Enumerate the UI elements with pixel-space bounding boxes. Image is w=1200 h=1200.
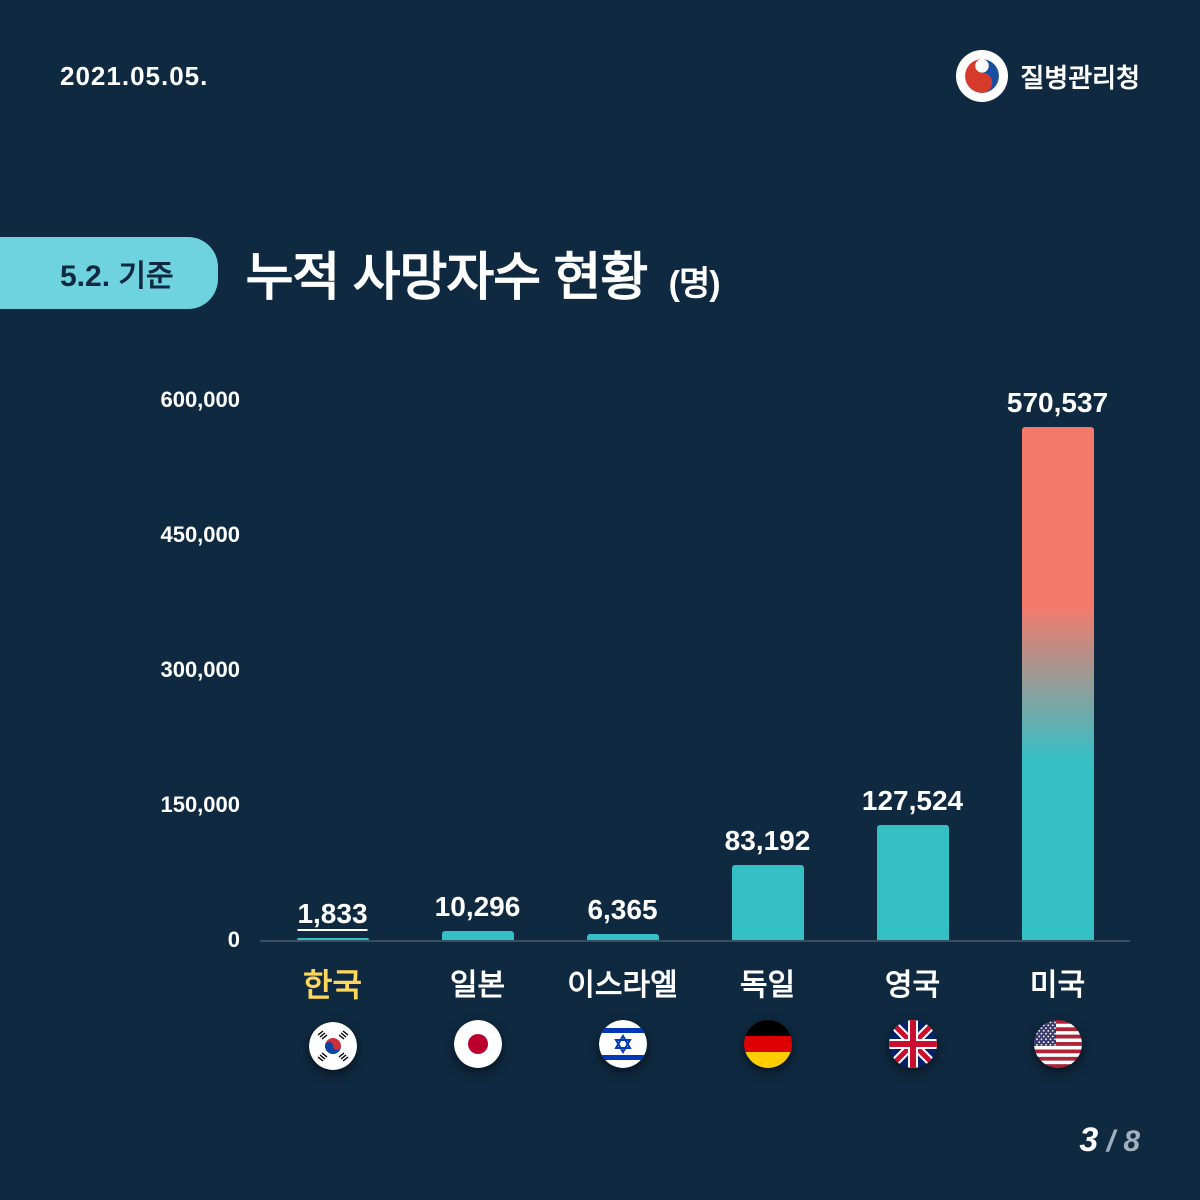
- page-total: 8: [1123, 1125, 1140, 1158]
- agency-logo-icon: [956, 50, 1008, 102]
- date-text: 2021.05.05.: [60, 61, 208, 92]
- bar-column: 6,365: [553, 894, 693, 940]
- flag-icon: [744, 1020, 792, 1068]
- category: 이스라엘: [553, 960, 693, 1070]
- category-label: 한국: [303, 960, 362, 1006]
- flag-icon: [1034, 1020, 1082, 1068]
- category-label: 일본: [450, 960, 505, 1004]
- category-label: 이스라엘: [567, 960, 677, 1004]
- bar: [1022, 427, 1094, 940]
- bar-value-label: 570,537: [1007, 387, 1108, 419]
- header: 2021.05.05. 질병관리청: [60, 50, 1140, 102]
- page-indicator: 3 / 8: [1079, 1121, 1140, 1160]
- bar-value-label: 83,192: [725, 825, 811, 857]
- category: 영국: [843, 960, 983, 1070]
- bar: [587, 934, 659, 940]
- category-label: 영국: [885, 960, 940, 1004]
- flag-icon: [309, 1022, 357, 1070]
- bar-column: 83,192: [698, 825, 838, 940]
- title-row: 5.2. 기준 누적 사망자수 현황 (명): [0, 235, 720, 310]
- y-tick: 0: [120, 927, 240, 953]
- bar: [297, 938, 369, 940]
- page-current: 3: [1079, 1121, 1098, 1159]
- flag-icon: [889, 1020, 937, 1068]
- bar-chart: 0150,000300,000450,000600,000 1,833 10,2…: [120, 400, 1130, 980]
- bar: [877, 825, 949, 940]
- category-label: 미국: [1030, 960, 1085, 1004]
- x-axis-line: [260, 940, 1130, 942]
- category: 독일: [698, 960, 838, 1070]
- page-sep: /: [1107, 1125, 1124, 1158]
- chart-title: 누적 사망자수 현황 (명): [246, 235, 720, 310]
- bar-value-label: 10,296: [435, 891, 521, 923]
- date-badge: 5.2. 기준: [0, 237, 218, 309]
- bar-value-label: 6,365: [587, 894, 657, 926]
- bar: [732, 865, 804, 940]
- y-tick: 600,000: [120, 387, 240, 413]
- flag-icon: [454, 1020, 502, 1068]
- bar: [442, 931, 514, 940]
- category: 일본: [408, 960, 548, 1070]
- bar-column: 127,524: [843, 785, 983, 940]
- agency-name: 질병관리청: [1020, 58, 1140, 95]
- category-label: 독일: [740, 960, 795, 1004]
- title-unit: (명): [669, 265, 720, 303]
- category: 미국: [988, 960, 1128, 1070]
- plot-area: 1,833 10,296 6,365 83,192 127,524 570,53…: [260, 400, 1130, 940]
- bar-value-label: 127,524: [862, 785, 963, 817]
- agency: 질병관리청: [956, 50, 1140, 102]
- bar-column: 1,833: [263, 898, 403, 940]
- y-tick: 150,000: [120, 792, 240, 818]
- bar-column: 570,537: [988, 387, 1128, 940]
- y-tick: 450,000: [120, 522, 240, 548]
- y-tick: 300,000: [120, 657, 240, 683]
- title-main: 누적 사망자수 현황: [246, 249, 648, 307]
- flag-icon: [599, 1020, 647, 1068]
- bar-value-label: 1,833: [297, 898, 367, 930]
- bar-column: 10,296: [408, 891, 548, 940]
- category: 한국: [263, 960, 403, 1070]
